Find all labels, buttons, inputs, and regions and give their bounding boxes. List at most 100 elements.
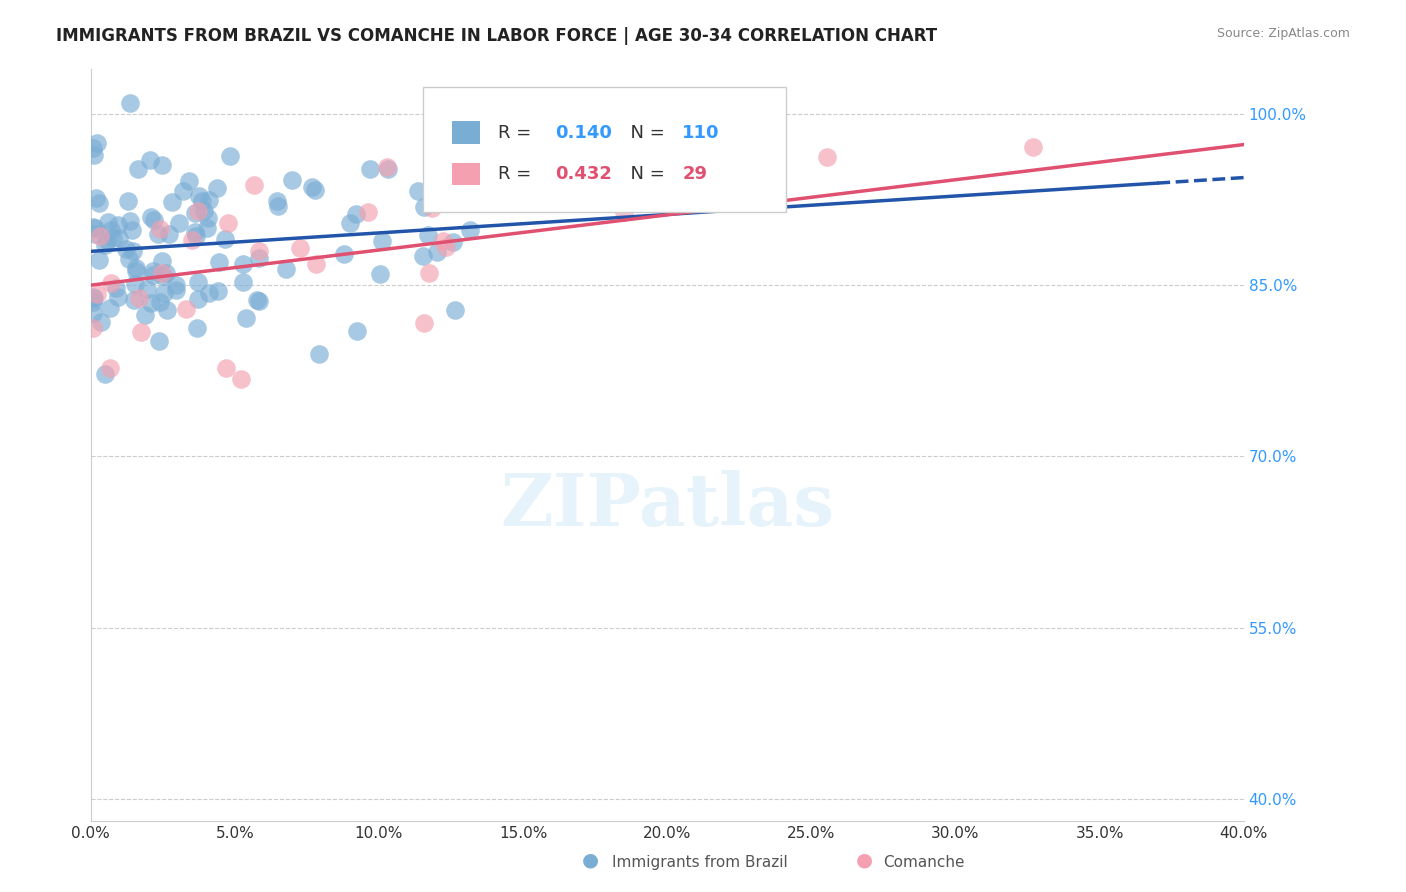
Point bbox=[346, 324, 368, 338]
Point bbox=[148, 227, 170, 241]
Point bbox=[458, 223, 481, 237]
Point bbox=[93, 367, 115, 381]
Point bbox=[149, 294, 172, 309]
Point bbox=[413, 200, 436, 214]
Text: N =: N = bbox=[619, 165, 671, 183]
Point bbox=[82, 320, 104, 334]
Point bbox=[118, 95, 141, 110]
Point bbox=[172, 184, 194, 198]
Point bbox=[138, 153, 160, 168]
Point bbox=[187, 292, 209, 306]
Point bbox=[174, 301, 197, 316]
Point bbox=[128, 291, 150, 305]
Point bbox=[368, 267, 391, 281]
FancyBboxPatch shape bbox=[451, 121, 481, 144]
FancyBboxPatch shape bbox=[451, 162, 481, 186]
Point bbox=[121, 223, 143, 237]
Point bbox=[149, 221, 172, 235]
Point bbox=[441, 235, 464, 250]
Point bbox=[208, 255, 231, 269]
Point bbox=[160, 195, 183, 210]
Point bbox=[246, 293, 269, 308]
Point bbox=[207, 285, 229, 299]
Point bbox=[232, 275, 254, 289]
Point bbox=[418, 266, 440, 280]
Point bbox=[177, 173, 200, 187]
Point bbox=[127, 161, 149, 176]
Point bbox=[82, 220, 104, 235]
Point bbox=[100, 276, 122, 290]
Point bbox=[198, 193, 221, 207]
Point bbox=[247, 251, 270, 265]
FancyBboxPatch shape bbox=[423, 87, 786, 211]
Point bbox=[197, 211, 219, 225]
Text: 0.432: 0.432 bbox=[555, 165, 612, 183]
Point bbox=[613, 205, 636, 219]
Text: Immigrants from Brazil: Immigrants from Brazil bbox=[612, 855, 787, 870]
Text: Comanche: Comanche bbox=[883, 855, 965, 870]
Point bbox=[83, 227, 105, 241]
Point bbox=[142, 264, 165, 278]
Point bbox=[186, 229, 208, 244]
Point bbox=[520, 144, 543, 158]
Point bbox=[142, 268, 165, 282]
Point bbox=[155, 266, 177, 280]
Point bbox=[195, 220, 218, 235]
Point bbox=[82, 289, 104, 303]
Text: ●: ● bbox=[582, 851, 599, 870]
Point bbox=[332, 247, 354, 261]
Point bbox=[370, 234, 392, 248]
Point bbox=[301, 179, 323, 194]
Point bbox=[139, 210, 162, 224]
Point bbox=[406, 184, 429, 198]
Point bbox=[205, 181, 228, 195]
Point bbox=[186, 321, 208, 335]
Point bbox=[143, 212, 166, 227]
Point bbox=[125, 261, 148, 276]
Point bbox=[107, 290, 129, 304]
Text: N =: N = bbox=[619, 123, 671, 142]
Point bbox=[267, 199, 290, 213]
Point bbox=[412, 316, 434, 330]
Point bbox=[214, 232, 236, 246]
Point bbox=[122, 244, 145, 259]
Point bbox=[188, 188, 211, 202]
Text: IMMIGRANTS FROM BRAZIL VS COMANCHE IN LABOR FORCE | AGE 30-34 CORRELATION CHART: IMMIGRANTS FROM BRAZIL VS COMANCHE IN LA… bbox=[56, 27, 938, 45]
Point bbox=[288, 241, 311, 255]
Point bbox=[100, 223, 122, 237]
Point bbox=[100, 361, 122, 376]
Point bbox=[359, 162, 381, 177]
Point bbox=[432, 234, 454, 248]
Point bbox=[426, 245, 449, 260]
Point bbox=[82, 141, 104, 155]
Point bbox=[418, 228, 440, 243]
Text: ZIPatlas: ZIPatlas bbox=[501, 470, 834, 541]
Point bbox=[135, 282, 157, 296]
Point bbox=[117, 194, 139, 209]
Point bbox=[94, 237, 117, 252]
Point bbox=[443, 302, 465, 317]
Point bbox=[152, 268, 174, 283]
Point bbox=[83, 291, 105, 305]
Point bbox=[339, 215, 361, 229]
Point bbox=[693, 121, 716, 136]
Point bbox=[412, 249, 434, 263]
Point bbox=[193, 204, 215, 219]
Point bbox=[308, 346, 330, 360]
Text: ●: ● bbox=[856, 851, 873, 870]
Point bbox=[139, 296, 162, 310]
Point bbox=[377, 161, 399, 176]
Point bbox=[191, 194, 214, 209]
Point bbox=[217, 215, 239, 229]
Point bbox=[184, 206, 207, 220]
Point bbox=[375, 161, 398, 175]
Point bbox=[118, 252, 141, 267]
Point bbox=[134, 308, 156, 322]
Point bbox=[124, 264, 146, 278]
Point bbox=[97, 215, 120, 229]
Text: 110: 110 bbox=[682, 123, 720, 142]
Point bbox=[101, 231, 124, 245]
Point bbox=[83, 221, 105, 235]
Point bbox=[219, 149, 242, 163]
Point bbox=[157, 227, 180, 241]
